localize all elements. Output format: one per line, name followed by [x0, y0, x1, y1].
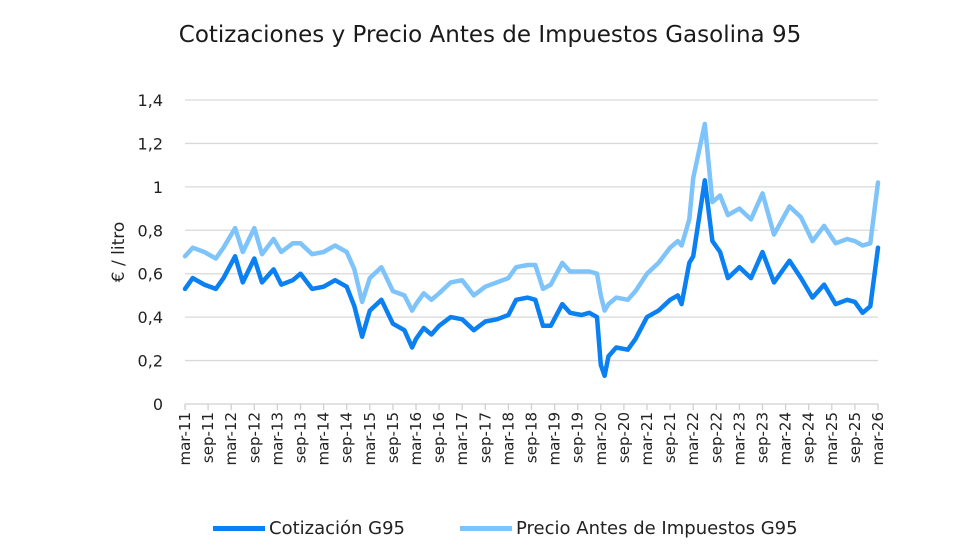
y-tick-label: 0,6 [138, 265, 163, 284]
x-tick-label: mar-13 [268, 412, 286, 466]
legend-swatch [213, 526, 265, 531]
series-line-precio-antes-de-impuestos-g95 [182, 121, 881, 313]
x-tick-label: mar-26 [869, 412, 887, 466]
y-axis-label: € / litro [109, 222, 129, 282]
x-tick-label: mar-17 [453, 412, 471, 466]
y-tick-label: 0,4 [138, 308, 163, 327]
x-tick-label: mar-16 [407, 412, 425, 466]
x-tick-label: mar-22 [684, 412, 702, 466]
x-tick-label: sep-22 [707, 412, 725, 463]
x-tick-label: sep-20 [615, 412, 633, 463]
x-tick-label: sep-16 [430, 412, 448, 463]
y-tick-label: 0 [153, 395, 163, 414]
x-tick-label: mar-21 [638, 412, 656, 466]
legend-swatch [460, 526, 512, 531]
x-tick-label: mar-20 [592, 412, 610, 466]
series-line-cotizaci-n-g95 [182, 178, 881, 379]
x-tick-label: mar-18 [499, 412, 517, 466]
x-tick-label: mar-14 [315, 412, 333, 466]
legend-label: Precio Antes de Impuestos G95 [516, 518, 798, 539]
x-tick-label: mar-19 [546, 412, 564, 466]
y-tick-label: 0,2 [138, 352, 163, 371]
legend-label: Cotización G95 [269, 518, 406, 539]
x-tick-label: mar-11 [176, 412, 194, 466]
x-tick-label: sep-23 [754, 412, 772, 463]
x-tick-label: sep-25 [846, 412, 864, 463]
x-tick-label: mar-24 [777, 412, 795, 466]
y-tick-label: 1 [153, 178, 163, 197]
x-tick-label: sep-21 [661, 412, 679, 463]
x-tick-label: sep-24 [800, 412, 818, 463]
x-tick-label: sep-12 [245, 412, 263, 463]
x-tick-label: sep-14 [338, 412, 356, 463]
x-tick-label: mar-12 [222, 412, 240, 466]
x-tick-label: sep-15 [384, 412, 402, 463]
x-tick-label: mar-25 [823, 412, 841, 466]
x-tick-label: sep-19 [569, 412, 587, 463]
x-tick-label: sep-18 [523, 412, 541, 463]
x-tick-label: mar-23 [730, 412, 748, 466]
x-tick-label: sep-17 [476, 412, 494, 463]
x-tick-label: sep-11 [199, 412, 217, 463]
y-tick-label: 0,8 [138, 221, 163, 240]
x-tick-label: mar-15 [361, 412, 379, 466]
x-tick-label: sep-13 [292, 412, 310, 463]
chart-title: Cotizaciones y Precio Antes de Impuestos… [178, 22, 802, 48]
legend-item-cotizacion: Cotización G95 [213, 518, 405, 539]
y-tick-label: 1,2 [138, 134, 163, 153]
legend-item-precio: Precio Antes de Impuestos G95 [460, 518, 798, 539]
y-tick-label: 1,4 [138, 91, 163, 110]
